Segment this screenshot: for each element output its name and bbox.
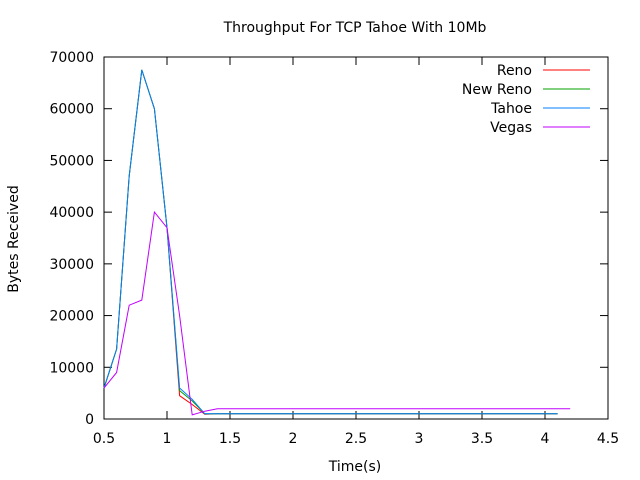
x-tick-label: 3 <box>415 431 424 447</box>
x-tick-label: 2 <box>289 431 298 447</box>
y-tick-label: 20000 <box>49 309 94 325</box>
y-axis-label: Bytes Received <box>6 185 22 292</box>
legend-label-vegas: Vegas <box>490 120 532 136</box>
y-tick-label: 0 <box>85 412 94 428</box>
x-axis: 0.5 1 1.5 2 2.5 3 3.5 4 4.5 <box>93 57 619 447</box>
y-tick-label: 60000 <box>49 102 94 118</box>
x-tick-label: 1.5 <box>219 431 241 447</box>
x-axis-label: Time(s) <box>328 459 381 475</box>
y-tick-label: 40000 <box>49 205 94 221</box>
legend-label-new-reno: New Reno <box>462 82 532 98</box>
y-axis: 0 10000 20000 30000 40000 50000 60000 70000 <box>49 50 608 428</box>
y-tick-label: 10000 <box>49 360 94 376</box>
y-tick-label: 30000 <box>49 257 94 273</box>
x-tick-label: 0.5 <box>93 431 115 447</box>
x-tick-label: 2.5 <box>345 431 367 447</box>
x-tick-label: 4.5 <box>597 431 619 447</box>
series-line-tahoe <box>103 69 558 415</box>
x-tick-label: 4 <box>541 431 550 447</box>
x-tick-label: 1 <box>163 431 172 447</box>
series-line-vegas <box>103 210 571 416</box>
plot-frame <box>103 56 609 420</box>
plot-border <box>103 56 609 420</box>
legend: Reno New Reno Tahoe Vegas <box>462 63 590 136</box>
legend-label-reno: Reno <box>497 63 532 79</box>
chart-title: Throughput For TCP Tahoe With 10Mb <box>223 20 487 36</box>
x-tick-label: 3.5 <box>471 431 493 447</box>
y-tick-label: 50000 <box>49 153 94 169</box>
y-tick-label: 70000 <box>49 50 94 66</box>
legend-label-tahoe: Tahoe <box>490 101 532 117</box>
series-layer <box>103 69 571 416</box>
